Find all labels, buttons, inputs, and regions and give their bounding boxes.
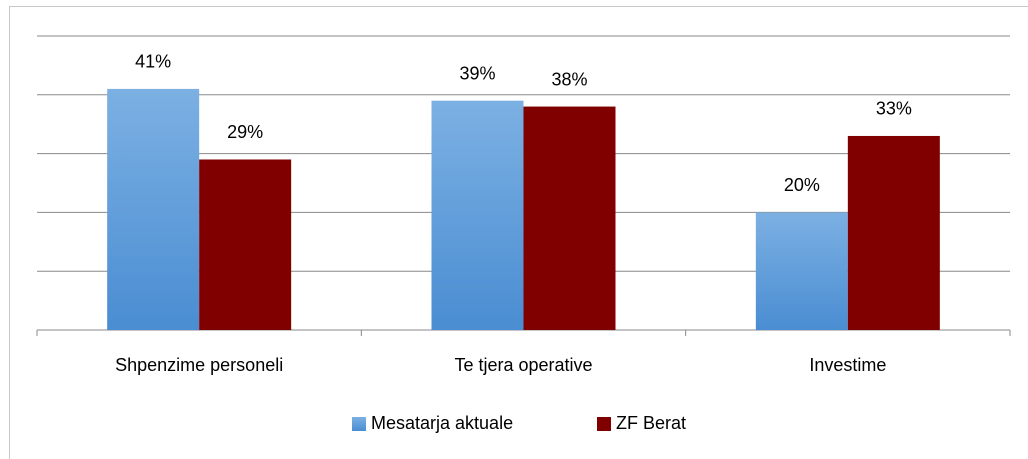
- data-label: 41%: [135, 52, 171, 72]
- bar: [431, 100, 524, 331]
- legend-label: ZF Berat: [616, 413, 686, 433]
- x-tick-label: Shpenzime personeli: [115, 355, 283, 375]
- data-label: 39%: [459, 63, 495, 83]
- chart-border: [9, 6, 1028, 459]
- bar: [199, 159, 292, 330]
- data-label: 29%: [227, 122, 263, 142]
- data-label: 20%: [784, 175, 820, 195]
- x-tick-label: Te tjera operative: [454, 355, 592, 375]
- data-label: 38%: [551, 69, 587, 89]
- legend-swatch: [597, 417, 611, 431]
- bar: [523, 106, 616, 330]
- bar: [847, 135, 940, 330]
- legend-label: Mesatarja aktuale: [371, 413, 513, 433]
- x-tick-label: Investime: [809, 355, 886, 375]
- bar: [107, 88, 200, 330]
- legend-swatch: [352, 417, 366, 431]
- data-label: 33%: [876, 99, 912, 119]
- bar: [755, 212, 848, 330]
